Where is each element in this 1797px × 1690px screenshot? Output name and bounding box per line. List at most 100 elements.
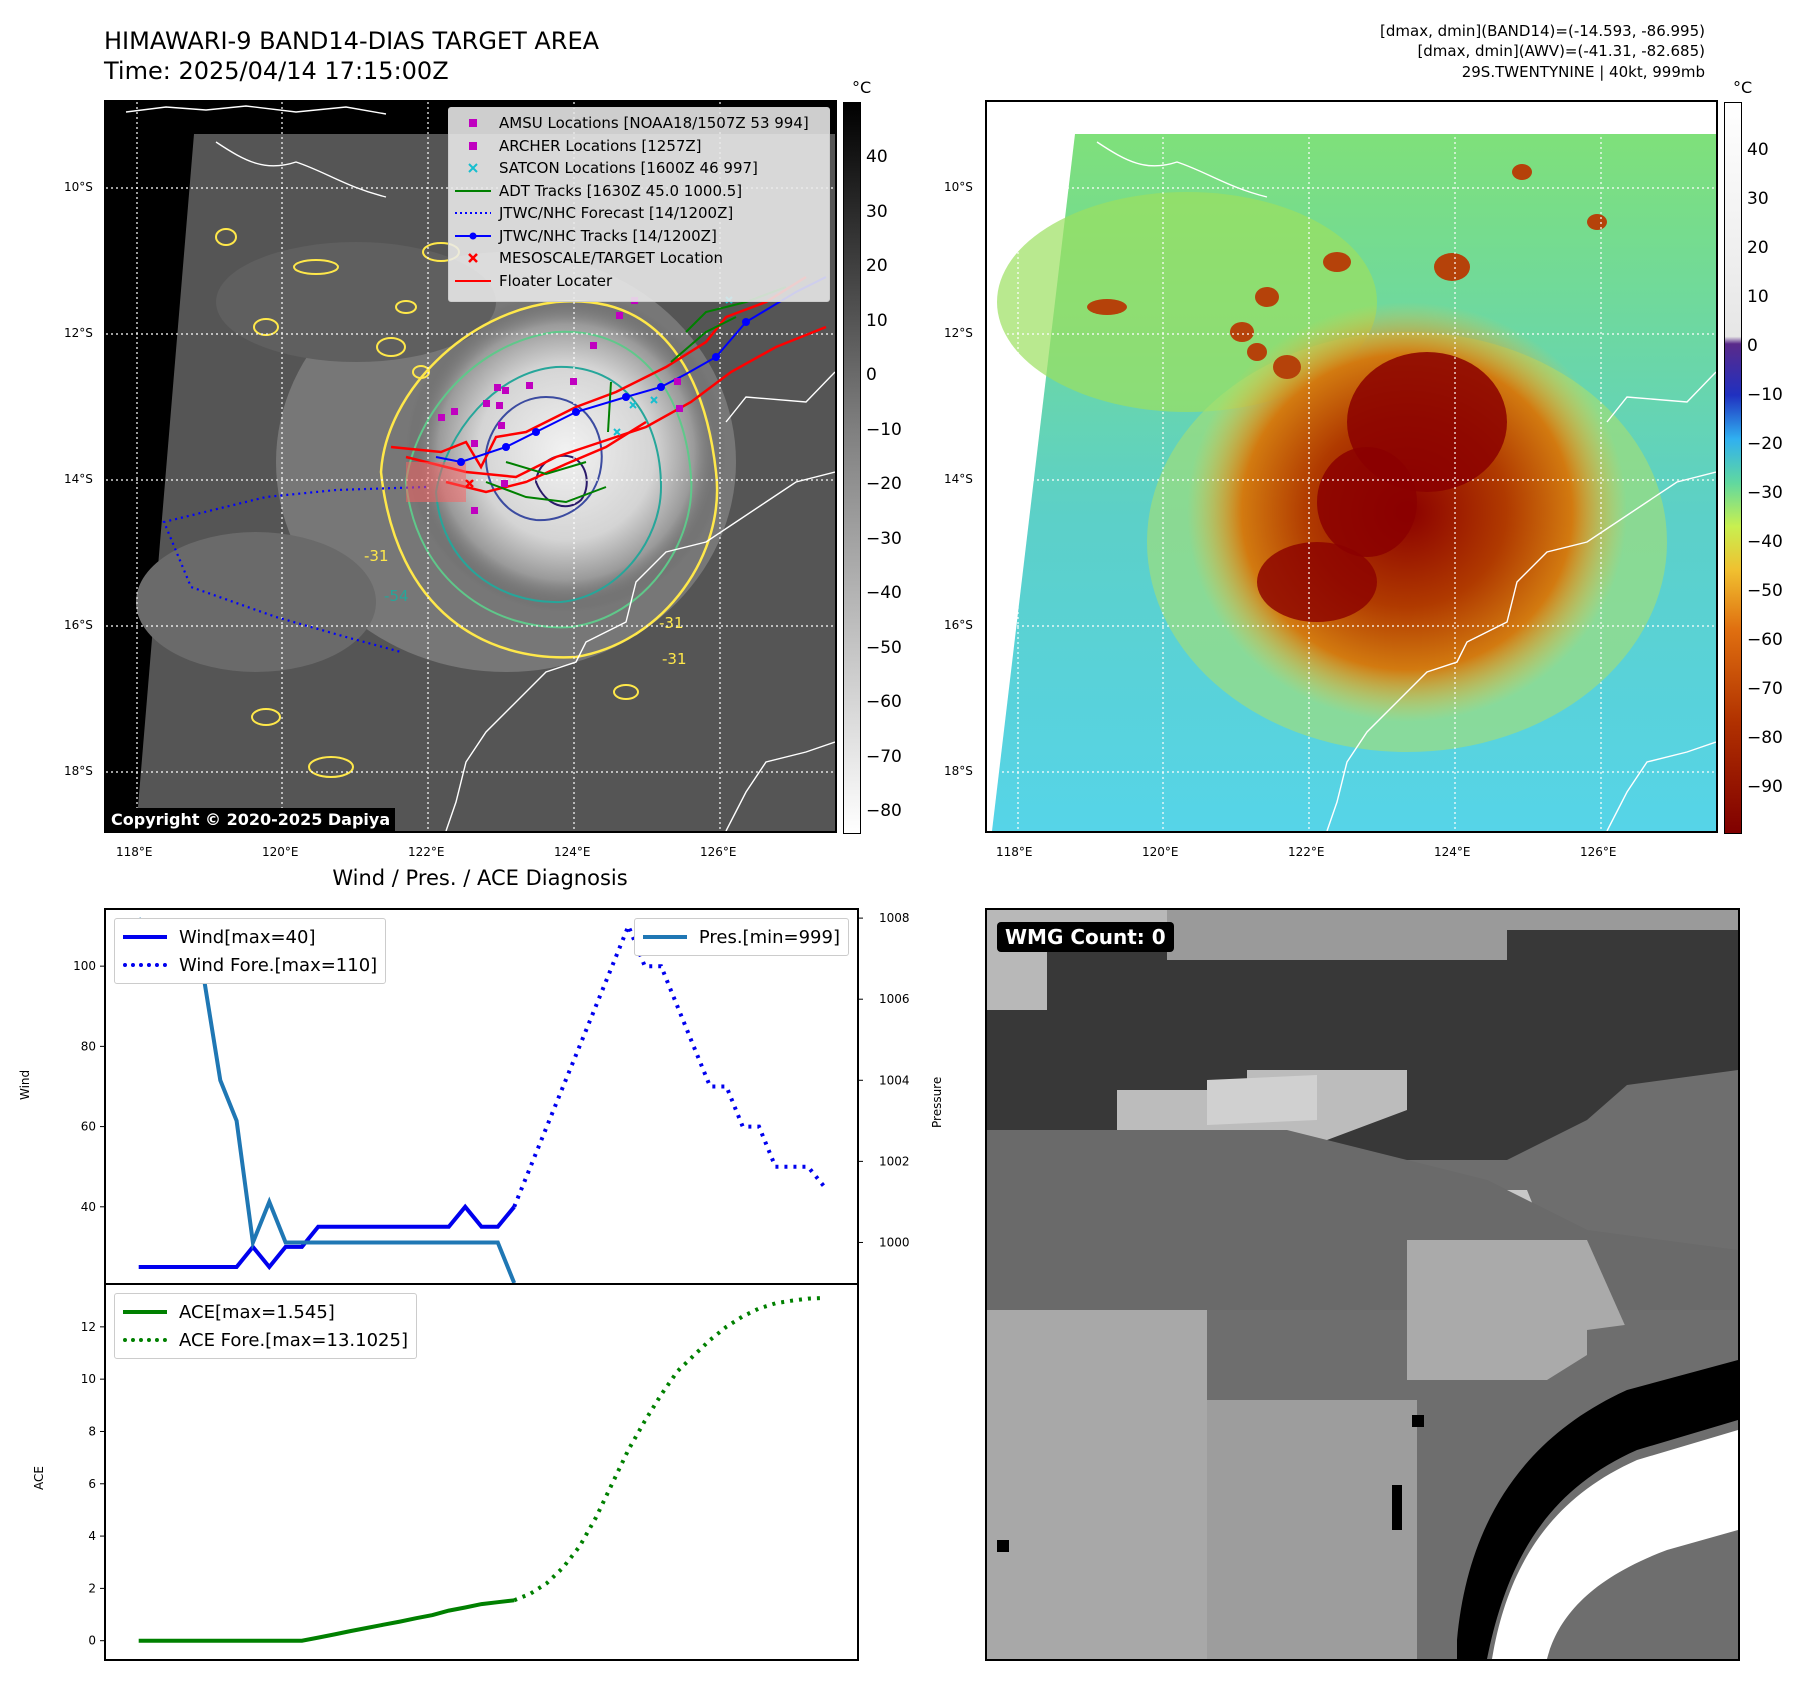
dotted-line-icon: [123, 1338, 167, 1342]
legend-label: Wind[max=40]: [179, 926, 316, 948]
colorbar-tick: 10: [1747, 287, 1769, 307]
legend-item-amsu: AMSU Locations [NOAA18/1507Z 53 994]: [455, 112, 823, 135]
colorbar-tick: −20: [1747, 434, 1783, 454]
wmg-panel: WMG Count: 0: [985, 908, 1740, 1661]
line-dot-icon: [455, 229, 491, 243]
legend-label: ARCHER Locations [1257Z]: [499, 136, 702, 155]
lat-label: 18°S: [944, 764, 973, 778]
lat-label: 14°S: [64, 472, 93, 486]
info-band14: [dmax, dmin](BAND14)=(-14.593, -86.995): [1380, 22, 1705, 40]
ace-plot: 0 2 4 6 8 10 12: [81, 1296, 825, 1648]
contour-label: -31: [662, 650, 687, 668]
colorbar-unit: °C: [852, 78, 872, 97]
ir-grayscale-map: -31 -31 -31 -54 AMSU Locations [NOAA18/1…: [104, 100, 837, 833]
legend-label: JTWC/NHC Forecast [14/1200Z]: [499, 204, 734, 223]
chart-title: HIMAWARI-9 BAND14-DIAS TARGET AREA: [104, 27, 600, 55]
lat-label: 14°S: [944, 472, 973, 486]
contour-70: [484, 395, 603, 522]
square-marker-icon: [455, 139, 491, 153]
wind-axis-label: Wind: [18, 1069, 32, 1100]
legend-item-floater: Floater Locater: [455, 270, 823, 293]
y-tick-label: 80: [81, 1039, 96, 1053]
storm-cloud: [406, 292, 726, 612]
series-line-1: [513, 1296, 825, 1603]
dotted-line-icon: [123, 963, 167, 967]
colorbar-tick: 30: [1747, 189, 1769, 209]
colorbar-tick: −90: [1747, 777, 1783, 797]
copyright-label: Copyright © 2020-2025 Dapiya: [106, 808, 396, 831]
lon-label: 126°E: [700, 845, 737, 859]
convective-cells: [215, 228, 639, 778]
line-icon: [455, 274, 491, 288]
colorbar-unit: °C: [1733, 78, 1753, 97]
y2-tick-label: 1000: [879, 1235, 910, 1249]
y-tick-label: 40: [81, 1200, 96, 1214]
colorbar-tick: −70: [866, 746, 902, 767]
colorbar-tick: 0: [1747, 336, 1758, 356]
lon-label: 120°E: [262, 845, 299, 859]
diagnosis-title: Wind / Pres. / ACE Diagnosis: [332, 866, 628, 890]
jtwc-track: [435, 276, 827, 464]
wmg-count-label: WMG Count: 0: [997, 922, 1174, 952]
grid-lines: [987, 102, 1716, 831]
series-line-1: [512, 920, 826, 1208]
dotted-line-icon: [455, 206, 491, 220]
lon-label: 122°E: [1288, 845, 1325, 859]
coastlines: [1096, 141, 1716, 831]
timestamp: Time: 2025/04/14 17:15:00Z: [104, 57, 449, 85]
legend-label: Pres.[min=999]: [698, 926, 840, 948]
lon-label: 124°E: [1434, 845, 1471, 859]
lon-label: 124°E: [554, 845, 591, 859]
y-tick-label: 0: [88, 1634, 96, 1648]
lat-label: 16°S: [64, 618, 93, 632]
color-colorbar: [1724, 102, 1742, 834]
y-tick-label: 10: [81, 1372, 96, 1386]
colorbar-tick: 40: [1747, 140, 1769, 160]
line-icon: [455, 184, 491, 198]
solid-line-icon: [642, 935, 687, 939]
colorbar-tick: −10: [1747, 385, 1783, 405]
colorbar-tick: −70: [1747, 679, 1783, 699]
target-location: [465, 479, 474, 488]
legend-item-archer: ARCHER Locations [1257Z]: [455, 135, 823, 158]
series-line-0: [138, 1203, 516, 1271]
contour-label: -31: [659, 614, 684, 632]
colorbar-tick: −60: [1747, 630, 1783, 650]
ir-color-map-svg: [987, 102, 1716, 831]
wind-legend: Wind[max=40] Wind Fore.[max=110]: [114, 918, 387, 984]
y-tick-label: 6: [88, 1477, 96, 1491]
y2-tick-label: 1006: [879, 992, 910, 1006]
map-legend: AMSU Locations [NOAA18/1507Z 53 994] ARC…: [448, 107, 830, 302]
colorbar-tick: 10: [866, 310, 888, 331]
legend-label: ADT Tracks [1630Z 45.0 1000.5]: [499, 181, 743, 200]
info-storm: 29S.TWENTYNINE | 40kt, 999mb: [1461, 63, 1705, 81]
colorbar-tick: −50: [866, 637, 902, 658]
pressure-legend: Pres.[min=999]: [633, 918, 849, 956]
cold-cloud-cells: [1087, 164, 1607, 379]
ace-axis-label: ACE: [32, 1466, 46, 1490]
solid-line-icon: [123, 1310, 167, 1314]
colorbar-tick: −80: [866, 801, 902, 821]
colorbar-tick: 30: [866, 201, 888, 222]
square-marker-icon: [455, 116, 491, 130]
x-marker-icon: [455, 161, 491, 175]
solid-line-icon: [123, 935, 167, 939]
lon-label: 118°E: [996, 845, 1033, 859]
grayscale-colorbar: [843, 102, 861, 834]
legend-item-satcon: SATCON Locations [1600Z 46 997]: [455, 157, 823, 180]
legend-item-target: MESOSCALE/TARGET Location: [455, 247, 823, 270]
y-tick-label: 4: [88, 1529, 96, 1543]
legend-label: Floater Locater: [499, 271, 613, 290]
y-tick-label: 100: [73, 959, 96, 973]
coastlines: [125, 105, 835, 831]
x-marker-icon: [455, 251, 491, 265]
lon-label: 120°E: [1142, 845, 1179, 859]
y2-tick-label: 1004: [879, 1073, 910, 1087]
y-tick-label: 60: [81, 1120, 96, 1134]
legend-item-jtwc-forecast: JTWC/NHC Forecast [14/1200Z]: [455, 202, 823, 225]
contour-31: [379, 299, 719, 659]
y-tick-label: 12: [81, 1320, 96, 1334]
ace-legend: ACE[max=1.545] ACE Fore.[max=13.1025]: [114, 1293, 417, 1359]
colorbar-tick: 0: [866, 365, 877, 385]
y-tick-label: 2: [88, 1581, 96, 1595]
